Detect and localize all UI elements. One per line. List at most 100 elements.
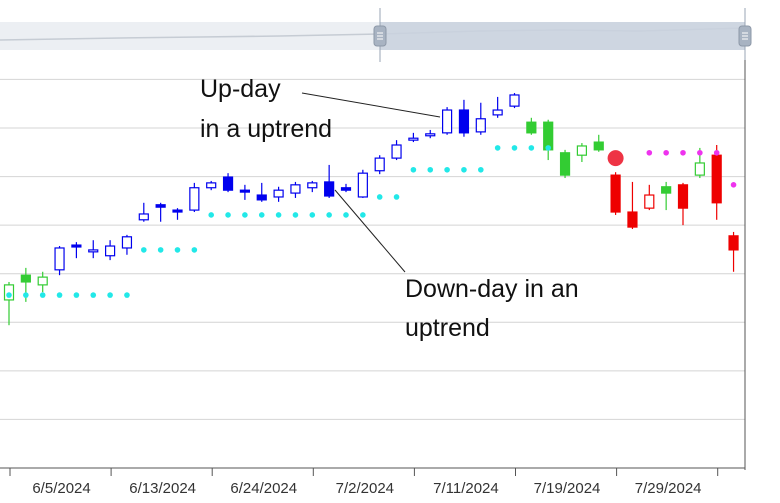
candle: [408, 132, 419, 143]
candle-body: [610, 174, 621, 213]
candle-body: [661, 186, 672, 194]
candle-body: [694, 162, 705, 176]
candle: [88, 240, 99, 259]
x-tick-label: 7/2/2024: [336, 480, 394, 497]
candle-body: [442, 109, 453, 134]
candle: [661, 181, 672, 211]
candle-body: [559, 152, 571, 176]
x-tick-label: 7/29/2024: [635, 480, 702, 497]
candle-body: [189, 187, 200, 211]
annotation-text: Down-day in an: [405, 275, 579, 303]
stop-dot: [157, 247, 164, 253]
candle: [239, 184, 250, 200]
candle-body: [206, 182, 217, 189]
candle-body: [526, 121, 537, 134]
stop-dot: [511, 145, 518, 151]
stop-dot: [309, 212, 316, 218]
stop-dot: [410, 166, 417, 173]
stop-dot: [427, 166, 434, 173]
candle-body: [138, 213, 149, 221]
candle: [357, 169, 368, 198]
stop-dot: [528, 145, 535, 151]
stop-dot: [292, 212, 299, 218]
candle-body: [54, 247, 65, 271]
candle: [526, 117, 537, 135]
candle-body: [677, 184, 689, 209]
candle-body: [172, 209, 183, 213]
candle: [256, 182, 267, 202]
candle: [728, 231, 739, 272]
stop-dot: [663, 149, 669, 156]
candle: [627, 181, 638, 230]
candle: [711, 145, 722, 220]
x-tick-label: 7/11/2024: [433, 480, 499, 497]
candle: [138, 202, 149, 222]
candle: [222, 173, 234, 193]
candle: [576, 143, 588, 162]
candle-body: [104, 245, 116, 257]
candle-body: [222, 176, 234, 191]
candle: [610, 172, 621, 215]
stop-dot: [107, 292, 113, 298]
stop-dot: [360, 212, 366, 218]
candle-body: [307, 182, 318, 189]
candle: [677, 182, 689, 226]
candle-body: [627, 211, 638, 228]
candle: [324, 164, 335, 198]
annotation-text: in a uptrend: [200, 115, 332, 143]
candle-body: [71, 244, 82, 248]
stop-dot: [258, 212, 265, 218]
x-tick-label: 6/24/2024: [230, 480, 297, 497]
stop-dot: [56, 292, 63, 298]
navigator-selection[interactable]: [380, 22, 745, 50]
candle: [273, 186, 284, 202]
stop-dot: [494, 145, 501, 151]
candle: [340, 183, 352, 193]
candle-body: [475, 118, 486, 133]
navigator-handle[interactable]: [373, 25, 387, 47]
candle-body: [155, 204, 166, 208]
candle-body: [340, 187, 352, 191]
annotation-text: Up-day: [200, 75, 281, 103]
candle: [104, 240, 116, 261]
navigator: [0, 8, 752, 62]
candle-body: [593, 141, 604, 151]
candle: [3, 281, 15, 326]
candle: [172, 208, 183, 220]
stop-dot: [730, 182, 737, 188]
x-tick-label: 6/5/2024: [32, 480, 90, 497]
stop-dot: [191, 247, 198, 253]
plot-area: [3, 93, 739, 326]
candle: [71, 242, 82, 259]
candle: [475, 102, 486, 135]
candle: [644, 184, 655, 211]
candle: [593, 134, 604, 152]
candle: [307, 180, 318, 193]
stop-dot: [697, 149, 703, 156]
candle-body: [239, 189, 250, 193]
stop-dot: [225, 212, 231, 218]
candle: [425, 129, 436, 139]
candle: [509, 93, 520, 109]
navigator-handle[interactable]: [738, 25, 752, 47]
stop-dot: [242, 212, 248, 218]
stop-dot: [124, 292, 130, 298]
stop-dot: [90, 292, 97, 298]
candle-body: [492, 109, 503, 116]
stop-dot: [275, 212, 282, 218]
stop-dot: [444, 166, 450, 173]
x-tick-label: 7/19/2024: [534, 480, 601, 497]
candle-body: [324, 181, 335, 197]
stop-dot: [646, 149, 653, 156]
candle-body: [576, 145, 588, 156]
stop-dot: [6, 292, 12, 298]
candle-body: [357, 172, 368, 198]
stop-dot: [23, 292, 29, 298]
candle: [155, 202, 166, 222]
candle-body: [728, 235, 739, 251]
candle-body: [458, 109, 470, 134]
stop-dot: [461, 166, 467, 173]
candle: [121, 234, 133, 255]
candle-body: [88, 249, 99, 253]
